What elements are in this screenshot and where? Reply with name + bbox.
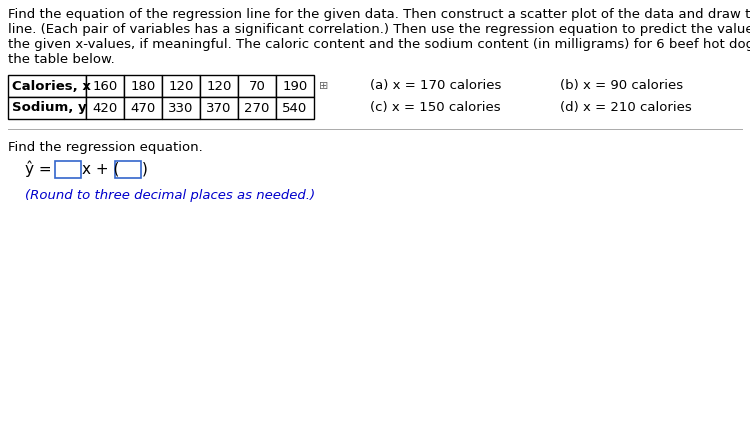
Text: line. (Each pair of variables has a significant correlation.) Then use the regre: line. (Each pair of variables has a sign…: [8, 23, 750, 36]
Bar: [124, 75, 162, 97]
Text: the table below.: the table below.: [8, 53, 115, 66]
Text: 470: 470: [130, 102, 156, 115]
Bar: [86, 75, 124, 97]
Bar: [276, 97, 314, 119]
Text: 160: 160: [92, 79, 118, 92]
Text: 540: 540: [282, 102, 308, 115]
Bar: [55, 161, 81, 178]
Text: (Round to three decimal places as needed.): (Round to three decimal places as needed…: [25, 189, 315, 202]
Text: 120: 120: [206, 79, 232, 92]
Bar: [200, 75, 238, 97]
Text: Sodium, y: Sodium, y: [12, 102, 86, 115]
Text: 70: 70: [248, 79, 266, 92]
Bar: [276, 75, 314, 97]
Text: 270: 270: [244, 102, 270, 115]
Bar: [238, 75, 276, 97]
Text: the given x-values, if meaningful. The caloric content and the sodium content (i: the given x-values, if meaningful. The c…: [8, 38, 750, 51]
Text: Find the equation of the regression line for the given data. Then construct a sc: Find the equation of the regression line…: [8, 8, 750, 21]
Bar: [115, 161, 141, 178]
Text: (d) x = 210 calories: (d) x = 210 calories: [560, 102, 692, 115]
Bar: [162, 75, 200, 97]
Bar: [124, 97, 162, 119]
Text: ): ): [142, 161, 148, 177]
Text: 370: 370: [206, 102, 232, 115]
Bar: [200, 97, 238, 119]
Text: Calories, x: Calories, x: [12, 79, 91, 92]
Bar: [8, 97, 86, 119]
Text: 330: 330: [168, 102, 194, 115]
Bar: [8, 75, 86, 97]
Text: (b) x = 90 calories: (b) x = 90 calories: [560, 79, 683, 92]
Text: (a) x = 170 calories: (a) x = 170 calories: [370, 79, 501, 92]
Text: ⊞: ⊞: [319, 81, 328, 91]
Text: (c) x = 150 calories: (c) x = 150 calories: [370, 102, 501, 115]
Bar: [162, 97, 200, 119]
Text: Find the regression equation.: Find the regression equation.: [8, 141, 202, 154]
Text: ŷ =: ŷ =: [25, 161, 56, 177]
Bar: [238, 97, 276, 119]
Text: 180: 180: [130, 79, 156, 92]
Text: x + (: x + (: [82, 161, 119, 177]
Text: 120: 120: [168, 79, 194, 92]
Text: 420: 420: [92, 102, 118, 115]
Text: 190: 190: [282, 79, 308, 92]
Bar: [86, 97, 124, 119]
